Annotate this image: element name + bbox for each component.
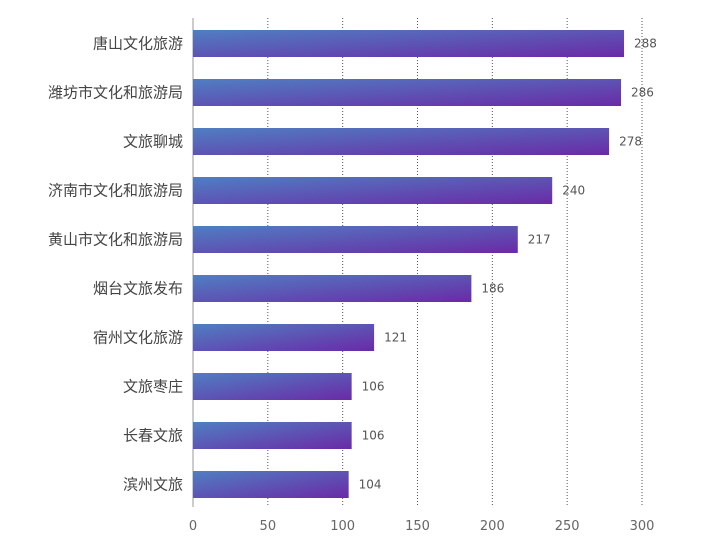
category-label: 济南市文化和旅游局 — [48, 182, 183, 200]
x-tick-label: 50 — [260, 519, 277, 534]
category-label: 唐山文化旅游 — [93, 35, 183, 53]
bars — [193, 30, 625, 498]
category-label: 宿州文化旅游 — [93, 329, 183, 347]
value-label: 121 — [384, 331, 407, 345]
bar — [193, 128, 610, 155]
category-label: 烟台文旅发布 — [93, 280, 183, 298]
bar — [193, 79, 622, 106]
value-label: 106 — [362, 380, 385, 394]
category-label: 滨州文旅 — [123, 476, 183, 494]
value-label: 240 — [562, 184, 585, 198]
value-label: 278 — [619, 135, 642, 149]
bar — [193, 30, 625, 57]
category-label: 潍坊市文化和旅游局 — [48, 84, 183, 102]
bar — [193, 471, 349, 498]
bar — [193, 226, 518, 253]
value-label: 217 — [528, 233, 551, 247]
bar — [193, 177, 553, 204]
x-tick-label: 250 — [555, 519, 580, 534]
x-tick-label: 150 — [405, 519, 430, 534]
value-label: 288 — [634, 37, 657, 51]
bar — [193, 373, 352, 400]
x-tick-label: 200 — [480, 519, 505, 534]
value-label: 104 — [359, 478, 382, 492]
bar — [193, 275, 472, 302]
category-label: 黄山市文化和旅游局 — [48, 231, 183, 249]
bar — [193, 324, 375, 351]
x-tick-label: 100 — [330, 519, 355, 534]
value-label: 186 — [481, 282, 504, 296]
category-label: 文旅聊城 — [123, 133, 183, 151]
value-label: 286 — [631, 86, 654, 100]
labels: 0 50 100 150 200 250 300 唐山文化旅游 288 潍坊市文化和旅游局 286 文… — [48, 35, 657, 535]
value-label: 106 — [362, 429, 385, 443]
category-label: 长春文旅 — [123, 427, 183, 445]
category-label: 文旅枣庄 — [123, 378, 183, 396]
x-tick-label: 0 — [189, 519, 197, 534]
x-tick-label: 300 — [630, 519, 655, 534]
bar — [193, 422, 352, 449]
